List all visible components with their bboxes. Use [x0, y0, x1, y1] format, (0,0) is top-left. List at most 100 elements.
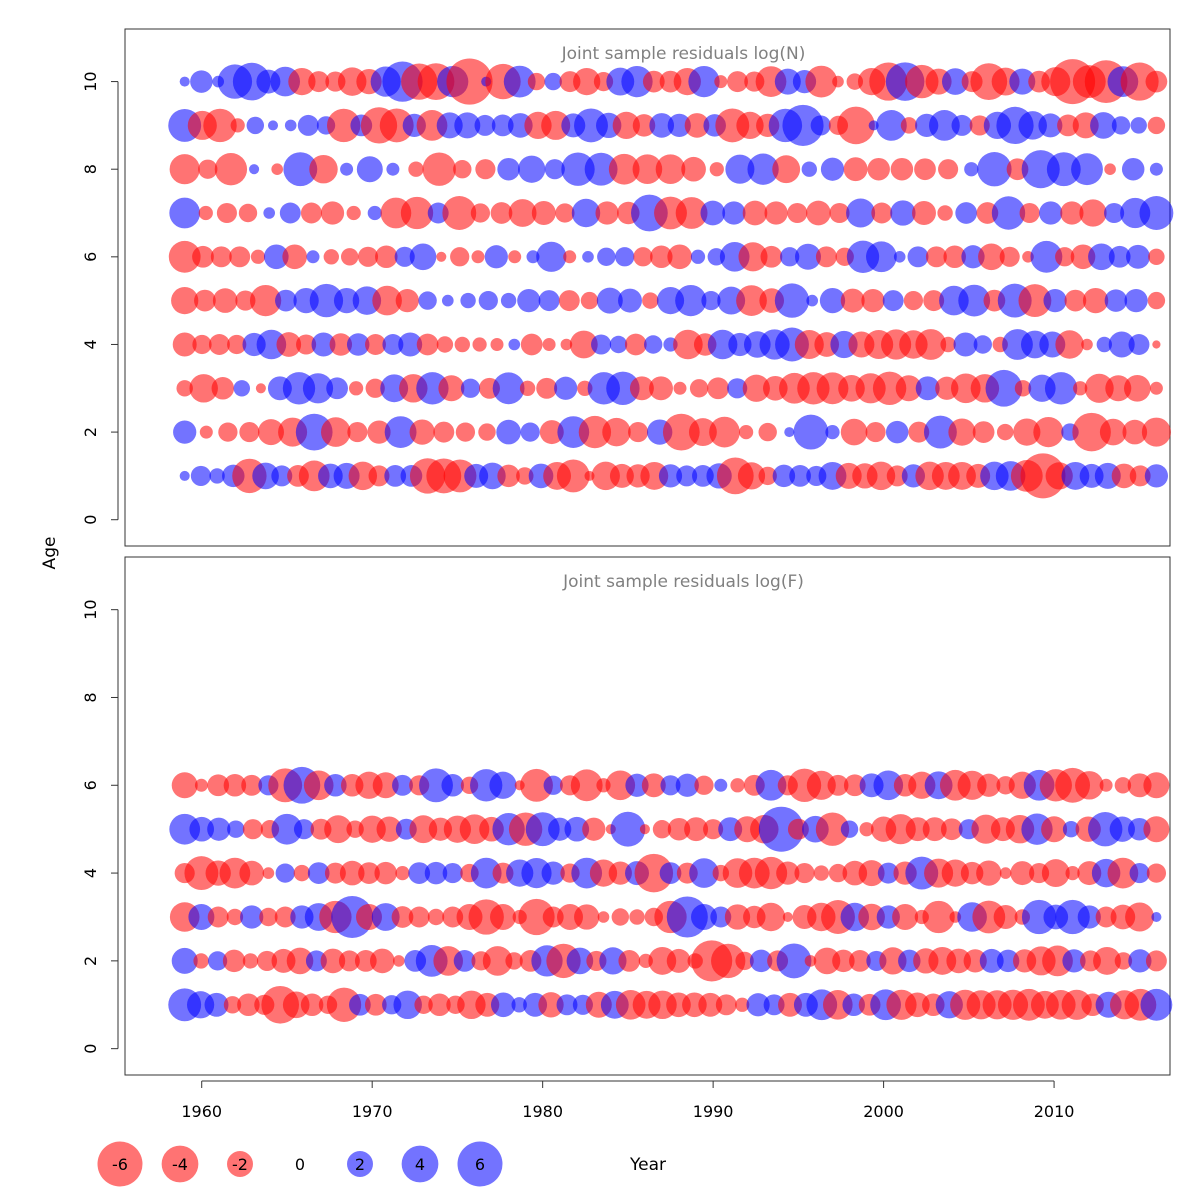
- bubble: [450, 247, 470, 267]
- bubble: [666, 948, 691, 973]
- bubble: [795, 243, 821, 270]
- bubble: [754, 856, 788, 890]
- bubble: [518, 155, 546, 183]
- bubble: [249, 284, 282, 317]
- legend-bubble: [97, 1141, 143, 1187]
- bubble: [354, 950, 377, 972]
- bubble: [725, 154, 755, 184]
- bubble: [675, 284, 707, 317]
- bubble: [948, 418, 976, 446]
- x-tick-label: 2010: [1034, 1102, 1075, 1121]
- bubble: [1149, 381, 1163, 395]
- bubble: [758, 466, 777, 486]
- legend-item: -2: [227, 1151, 253, 1177]
- bubble: [794, 329, 824, 360]
- bubble: [890, 157, 914, 181]
- bubble: [784, 427, 795, 438]
- bubble: [367, 205, 382, 221]
- bubble: [418, 291, 437, 310]
- bubble: [300, 993, 324, 1017]
- bubble: [582, 817, 606, 841]
- bubble: [259, 907, 278, 927]
- bubble: [1044, 372, 1078, 405]
- bubble: [573, 67, 601, 96]
- bubble: [436, 251, 447, 262]
- bubble: [780, 247, 800, 267]
- bubble: [249, 164, 260, 175]
- bubble: [193, 953, 209, 969]
- panel-frame: [124, 556, 1171, 1076]
- bubble: [827, 774, 849, 796]
- bubble: [414, 995, 433, 1014]
- bubble: [424, 861, 448, 885]
- bubble: [758, 806, 804, 852]
- bubble: [815, 812, 850, 846]
- bubble: [608, 861, 632, 885]
- bubble: [940, 336, 956, 353]
- legend-label: -2: [232, 1155, 248, 1174]
- bubble: [214, 153, 248, 186]
- bubble: [471, 250, 485, 264]
- legend-item: 6: [457, 1141, 503, 1187]
- bubble: [996, 423, 1014, 441]
- bubble: [787, 202, 808, 224]
- bubble: [1079, 199, 1107, 227]
- bubble: [398, 332, 423, 357]
- bubble: [198, 159, 218, 179]
- bubble: [1057, 114, 1079, 137]
- bubble: [660, 775, 681, 796]
- bubble: [172, 332, 197, 357]
- bubble: [539, 420, 564, 445]
- bubble: [813, 947, 841, 975]
- bubble: [223, 996, 242, 1014]
- bubble: [644, 335, 663, 354]
- bubble: [632, 114, 656, 137]
- bubble: [554, 376, 578, 400]
- bubble: [774, 68, 801, 95]
- bubble: [300, 202, 322, 224]
- bubble: [610, 811, 646, 847]
- bubble: [542, 338, 556, 351]
- bubble: [1152, 340, 1161, 349]
- bubble: [276, 332, 302, 357]
- bubble: [544, 159, 565, 180]
- bubble: [915, 376, 940, 401]
- bubble: [518, 898, 555, 936]
- bubble: [892, 904, 919, 930]
- bubble: [358, 862, 380, 884]
- bubble: [438, 375, 465, 402]
- bubble: [609, 463, 634, 488]
- bubble: [1108, 245, 1131, 268]
- bubble: [632, 154, 663, 185]
- y-tick-label: 6: [81, 252, 100, 262]
- bubble: [520, 333, 543, 356]
- bubble: [914, 158, 936, 181]
- bubble: [207, 774, 230, 797]
- bubble: [724, 904, 751, 930]
- bubble: [736, 111, 764, 140]
- bubble: [338, 950, 360, 972]
- bubble: [340, 162, 354, 176]
- bubble: [210, 246, 232, 268]
- bubble: [1065, 865, 1080, 881]
- bubble: [309, 283, 344, 318]
- bubble: [624, 333, 647, 356]
- bubble: [905, 992, 930, 1018]
- bubble: [324, 862, 346, 884]
- bubble: [1146, 863, 1167, 883]
- bubble: [714, 778, 728, 792]
- bubble: [868, 120, 879, 131]
- bubble: [372, 772, 399, 799]
- bubble: [580, 291, 599, 310]
- bubble: [478, 423, 496, 441]
- bubble: [578, 415, 612, 449]
- bubble: [222, 949, 246, 973]
- bubble: [652, 820, 672, 839]
- bubble: [673, 381, 687, 395]
- bubble: [541, 110, 571, 140]
- bubble: [556, 459, 590, 493]
- bubble: [1104, 163, 1116, 176]
- bubble: [903, 290, 924, 311]
- bubble: [662, 413, 700, 451]
- bubble: [606, 371, 640, 405]
